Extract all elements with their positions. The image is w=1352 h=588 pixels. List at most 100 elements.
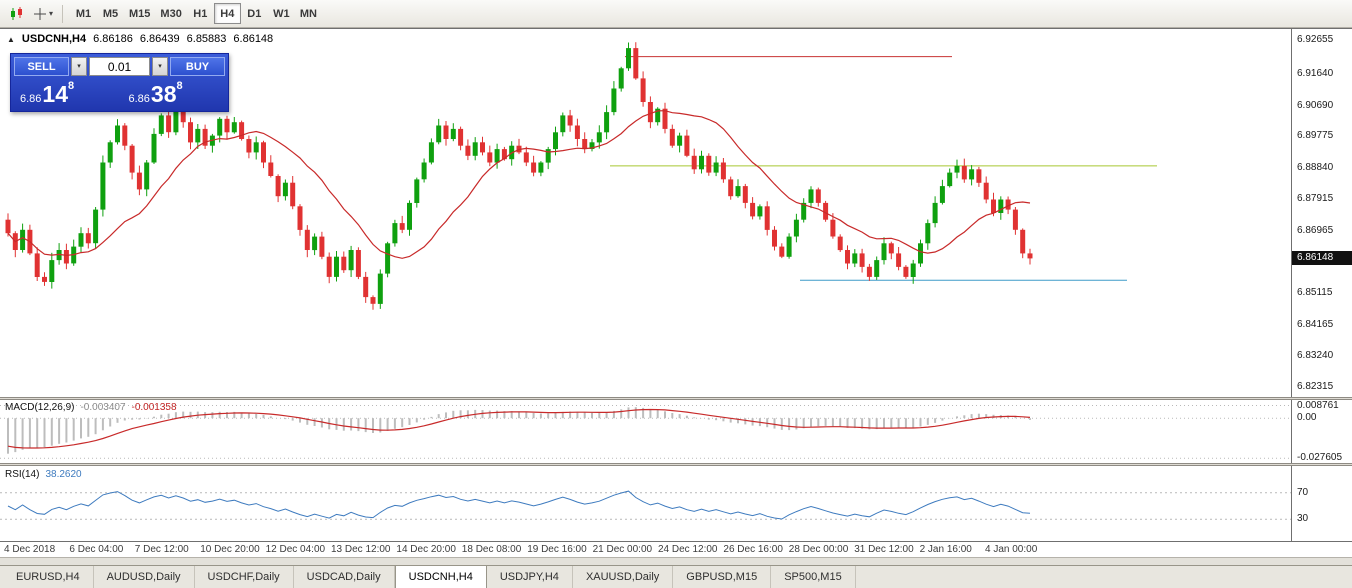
price-axis[interactable]: 6.92655 6.91640 6.90690 6.89775 6.88840 6.879…	[1291, 29, 1352, 541]
chart-tab-eurusd-h4[interactable]: EURUSD,H4	[3, 566, 94, 588]
volume-dropdown-left-button[interactable]: ▾	[71, 57, 87, 76]
caret-down-icon: ▾	[49, 8, 54, 18]
timeframe-button-h1[interactable]: H1	[187, 3, 214, 24]
toolbar-separator	[62, 4, 64, 23]
timeframe-button-h4[interactable]: H4	[213, 3, 241, 24]
time-axis-label: 31 Dec 12:00	[854, 544, 914, 555]
price-axis-label: 6.86965	[1297, 225, 1334, 236]
time-axis-label: 4 Jan 00:00	[985, 544, 1038, 555]
price-axis-label: 6.89775	[1297, 130, 1334, 142]
time-axis-label: 4 Dec 2018	[4, 544, 56, 555]
rsi-indicator-label: RSI(14) 38.2620	[5, 469, 82, 480]
time-axis-label: 18 Dec 08:00	[461, 544, 522, 555]
time-axis-label: 12 Dec 04:00	[265, 544, 326, 555]
one-click-controls-row: SELL ▾ ▾ BUY	[11, 54, 228, 77]
price-axis-label: 6.87915	[1297, 193, 1334, 205]
chart-tab-audusd-daily[interactable]: AUDUSD,Daily	[94, 566, 195, 588]
chart-window: 6.92655 6.91640 6.90690 6.89775 6.88840 6.879…	[0, 28, 1352, 566]
price-axis-label: 6.88840	[1297, 161, 1334, 173]
rsi-indicator-pane	[0, 466, 1291, 541]
time-axis-label: 21 Dec 00:00	[592, 544, 653, 555]
chart-low-value: 6.85883	[186, 33, 227, 45]
chart-tab-usdchf-daily[interactable]: USDCHF,Daily	[195, 566, 294, 588]
timeframe-button-mn[interactable]: MN	[295, 3, 322, 24]
toolbar: ▾ M1 M5 M15 M30 H1 H4 D1 W1 MN	[0, 0, 1352, 28]
price-axis-label: 6.85115	[1297, 287, 1333, 299]
chart-symbol-period: USDCNH,H4	[21, 33, 87, 45]
current-price-tag: 6.86148	[1292, 251, 1352, 266]
price-axis-label: 6.90690	[1297, 99, 1334, 111]
timeframe-button-m30[interactable]: M30	[155, 3, 186, 24]
chart-tab-usdcnh-h4[interactable]: USDCNH,H4	[394, 566, 487, 588]
chart-tab-xauusd-daily[interactable]: XAUUSD,Daily	[573, 566, 674, 588]
caret-down-icon: ▾	[158, 62, 162, 70]
bottom-strip	[0, 557, 1352, 566]
chart-tab-usdjpy-h4[interactable]: USDJPY,H4	[487, 566, 573, 588]
one-click-panel-toggle-icon[interactable]: ▲	[7, 34, 15, 44]
time-axis[interactable]: 4 Dec 2018 6 Dec 04:00 7 Dec 12:00 10 Dec 2…	[0, 541, 1352, 557]
macd-indicator-pane	[0, 400, 1291, 463]
time-axis-label: 6 Dec 04:00	[69, 544, 124, 555]
timeframe-button-m15[interactable]: M15	[124, 3, 155, 24]
time-axis-label: 19 Dec 16:00	[527, 544, 587, 555]
chart-close-value: 6.86148	[233, 33, 274, 45]
sell-price: 6.86 14 8	[11, 77, 120, 110]
macd-value: -0.003407	[80, 402, 126, 413]
pane-splitter[interactable]	[0, 397, 1352, 400]
rsi-name: RSI(14)	[5, 469, 40, 480]
chart-open-value: 6.86186	[93, 33, 133, 45]
macd-axis-label: 0.008761	[1297, 399, 1339, 411]
macd-axis-label: 0.00	[1297, 412, 1317, 424]
candlestick-chart-mode-button[interactable]	[5, 3, 29, 25]
time-axis-label: 28 Dec 00:00	[788, 544, 849, 555]
macd-signal-value: -0.001358	[131, 402, 177, 413]
buy-price: 6.86 38 8	[120, 77, 229, 110]
one-click-prices-row: 6.86 14 8 6.86 38 8	[11, 77, 228, 110]
chart-tab-bar: EURUSD,H4 AUDUSD,Daily USDCHF,Daily USDCAD,…	[0, 565, 1352, 588]
candlestick-chart-icon	[11, 6, 22, 20]
buy-price-point: 8	[176, 80, 183, 92]
pane-splitter[interactable]	[0, 463, 1352, 466]
sell-price-pips: 14	[42, 80, 69, 107]
timeframe-button-d1[interactable]: D1	[241, 3, 268, 24]
time-axis-label: 2 Jan 16:00	[919, 544, 972, 555]
timeframe-button-m1[interactable]: M1	[70, 3, 97, 24]
sell-button[interactable]: SELL	[14, 57, 69, 76]
time-axis-label: 24 Dec 12:00	[658, 544, 718, 555]
chart-tab-usdcad-daily[interactable]: USDCAD,Daily	[294, 566, 395, 588]
macd-indicator-label: MACD(12,26,9) -0.003407 -0.001358	[5, 402, 177, 413]
price-axis-label: 6.82315	[1297, 381, 1334, 393]
buy-price-pips: 38	[150, 80, 177, 107]
chart-high-value: 6.86439	[139, 33, 180, 45]
buy-button[interactable]: BUY	[170, 57, 225, 76]
volume-input[interactable]	[89, 57, 150, 76]
time-axis-label: 14 Dec 20:00	[396, 544, 456, 555]
chart-tab-gbpusd-m15[interactable]: GBPUSD,M15	[673, 566, 772, 588]
timeframe-button-m5[interactable]: M5	[97, 3, 124, 24]
crosshair-tool-button[interactable]: ▾	[29, 3, 57, 25]
timeframe-button-w1[interactable]: W1	[268, 3, 295, 24]
time-axis-label: 7 Dec 12:00	[134, 544, 189, 555]
price-axis-label: 6.83240	[1297, 350, 1334, 362]
sell-price-prefix: 6.86	[20, 93, 42, 105]
buy-price-prefix: 6.86	[128, 93, 150, 105]
time-axis-label: 26 Dec 16:00	[723, 544, 783, 555]
price-axis-label: 6.92655	[1297, 33, 1334, 45]
sell-price-point: 8	[68, 80, 75, 92]
rsi-value: 38.2620	[45, 469, 82, 480]
time-axis-label: 13 Dec 12:00	[331, 544, 391, 555]
timeframe-button-group: M1 M5 M15 M30 H1 H4 D1 W1 MN	[70, 0, 322, 27]
chart-tab-sp500-m15[interactable]: SP500,M15	[771, 566, 856, 588]
caret-down-icon: ▾	[77, 62, 81, 70]
price-axis-label: 6.84165	[1297, 319, 1334, 331]
crosshair-icon	[34, 7, 46, 20]
time-axis-label: 10 Dec 20:00	[200, 544, 260, 555]
price-axis-label: 6.91640	[1297, 67, 1334, 79]
rsi-axis-label: 70	[1297, 486, 1309, 498]
macd-name: MACD(12,26,9)	[5, 402, 75, 413]
rsi-axis-label: 30	[1297, 513, 1309, 525]
one-click-trading-panel: SELL ▾ ▾ BUY 6.86 14 8 6.86 38 8	[10, 53, 229, 112]
macd-axis-label: -0.027605	[1297, 452, 1343, 464]
volume-dropdown-right-button[interactable]: ▾	[152, 57, 168, 76]
